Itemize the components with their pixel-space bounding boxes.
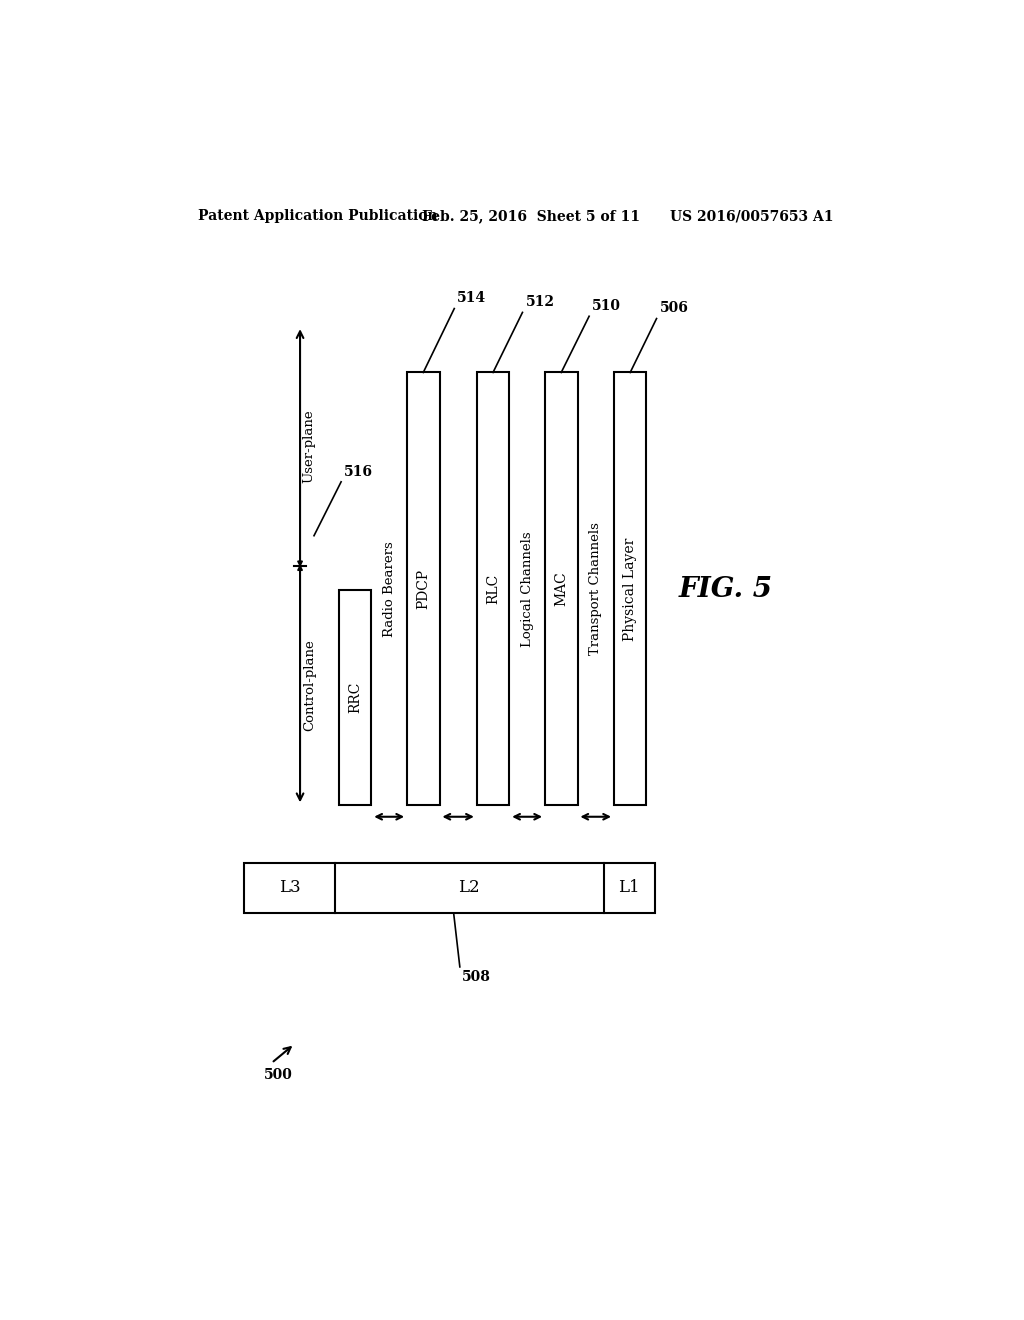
Text: 514: 514 — [458, 292, 486, 305]
Polygon shape — [298, 561, 302, 566]
Text: 506: 506 — [659, 301, 688, 315]
Text: MAC: MAC — [554, 572, 568, 606]
Text: Control-plane: Control-plane — [303, 640, 315, 731]
Bar — [614, 372, 646, 805]
Text: 500: 500 — [263, 1068, 293, 1082]
Text: FIG. 5: FIG. 5 — [678, 576, 772, 603]
Text: Physical Layer: Physical Layer — [624, 537, 637, 640]
Bar — [407, 372, 439, 805]
Text: Transport Channels: Transport Channels — [589, 523, 602, 655]
Text: PDCP: PDCP — [417, 569, 430, 609]
Polygon shape — [298, 566, 302, 570]
Bar — [477, 372, 509, 805]
Text: Logical Channels: Logical Channels — [520, 531, 534, 647]
Bar — [245, 863, 655, 913]
Text: Feb. 25, 2016  Sheet 5 of 11: Feb. 25, 2016 Sheet 5 of 11 — [423, 209, 640, 223]
Text: L3: L3 — [279, 879, 300, 896]
Text: US 2016/0057653 A1: US 2016/0057653 A1 — [671, 209, 834, 223]
Text: User-plane: User-plane — [303, 409, 315, 483]
Bar — [545, 372, 578, 805]
Text: 512: 512 — [525, 296, 555, 309]
Text: Patent Application Publication: Patent Application Publication — [198, 209, 437, 223]
Text: 516: 516 — [344, 465, 373, 479]
Text: 508: 508 — [462, 970, 490, 983]
Text: L1: L1 — [618, 879, 640, 896]
Text: 510: 510 — [592, 300, 622, 313]
Bar — [339, 590, 372, 805]
Text: L2: L2 — [459, 879, 480, 896]
Text: Radio Bearers: Radio Bearers — [383, 541, 395, 636]
Text: RLC: RLC — [486, 574, 500, 605]
Text: RRC: RRC — [348, 681, 362, 713]
